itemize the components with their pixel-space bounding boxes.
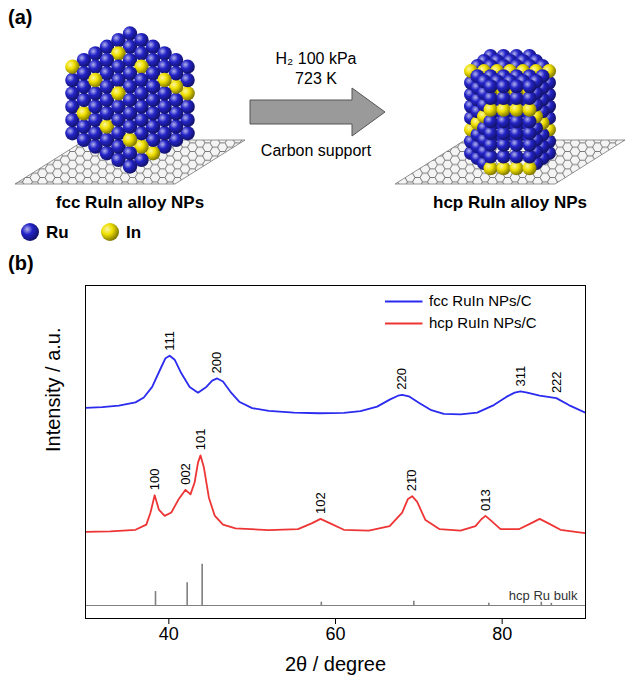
svg-text:fcc RuIn NPs/C: fcc RuIn NPs/C	[429, 292, 532, 309]
svg-text:101: 101	[193, 429, 208, 451]
svg-text:222: 222	[548, 371, 563, 393]
svg-text:In: In	[126, 223, 141, 242]
svg-text:80: 80	[492, 624, 512, 644]
svg-text:H₂ 100 kPa: H₂ 100 kPa	[276, 50, 357, 67]
svg-text:(a): (a)	[8, 6, 32, 28]
svg-text:hcp RuIn alloy NPs: hcp RuIn alloy NPs	[433, 193, 587, 212]
svg-text:002: 002	[178, 463, 193, 485]
svg-text:200: 200	[209, 352, 224, 374]
svg-text:311: 311	[513, 366, 528, 387]
svg-text:013: 013	[478, 489, 493, 511]
svg-text:Ru: Ru	[46, 223, 69, 242]
svg-text:102: 102	[313, 492, 328, 514]
svg-text:21̄0: 21̄0	[404, 469, 419, 491]
svg-text:hcp Ru bulk: hcp Ru bulk	[509, 588, 578, 603]
svg-text:fcc RuIn alloy NPs: fcc RuIn alloy NPs	[56, 193, 204, 212]
svg-text:111: 111	[162, 331, 177, 351]
svg-text:60: 60	[325, 624, 345, 644]
svg-text:723 K: 723 K	[295, 70, 337, 87]
svg-text:40: 40	[159, 624, 179, 644]
html-text:(b): (b)	[8, 252, 34, 274]
svg-text:hcp RuIn NPs/C: hcp RuIn NPs/C	[429, 314, 537, 331]
svg-text:100: 100	[147, 469, 162, 491]
svg-text:Carbon support: Carbon support	[261, 142, 372, 159]
svg-text:2θ / degree: 2θ / degree	[285, 653, 386, 675]
svg-text:Intensity / a.u.: Intensity / a.u.	[42, 327, 64, 452]
svg-text:220: 220	[394, 368, 409, 390]
